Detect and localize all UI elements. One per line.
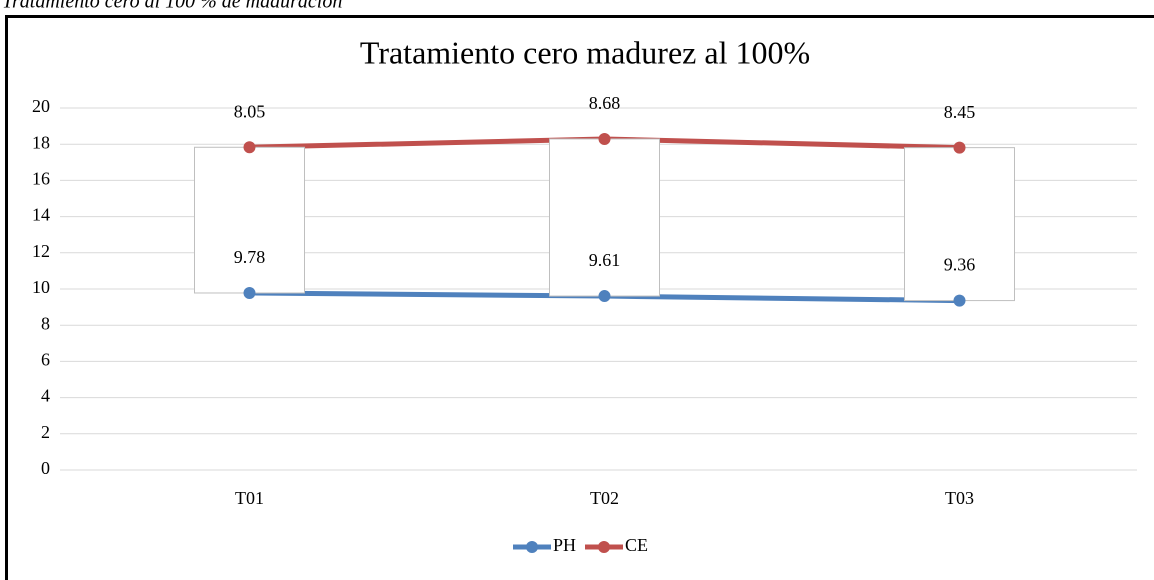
chart-title: Tratamiento cero madurez al 100% [360,34,810,70]
y-tick-label: 6 [41,350,50,370]
legend-marker [598,541,610,553]
y-tick-label: 2 [41,422,50,442]
y-tick-label: 14 [32,205,50,225]
y-tick-label: 4 [41,386,50,406]
data-label: 9.61 [589,250,621,270]
x-tick-label: T02 [590,488,619,508]
up-down-bar [194,146,305,294]
data-label: 9.36 [944,255,976,275]
marker [598,132,611,145]
marker [953,141,966,154]
y-tick-label: 20 [32,96,50,116]
y-tick-label: 12 [32,241,50,261]
legend-marker [526,541,538,553]
marker [243,286,256,299]
data-label: 8.68 [589,93,621,113]
legend-label: CE [625,535,648,555]
marker [243,141,256,154]
data-label: 8.05 [234,101,266,121]
y-tick-label: 18 [32,132,50,152]
data-label: 9.78 [234,247,266,267]
y-tick-label: 8 [41,313,50,333]
y-tick-label: 0 [41,458,50,478]
x-tick-label: T01 [235,488,264,508]
up-down-bar [904,147,1015,302]
data-label: 8.45 [944,102,976,122]
up-down-bar [549,138,660,297]
x-tick-label: T03 [945,488,974,508]
y-tick-label: 16 [32,169,50,189]
marker [598,290,611,303]
legend-label: PH [553,535,576,555]
caption: Tratamiento cero al 100 % de maduración [2,0,342,13]
marker [953,294,966,307]
y-tick-label: 10 [32,277,50,297]
